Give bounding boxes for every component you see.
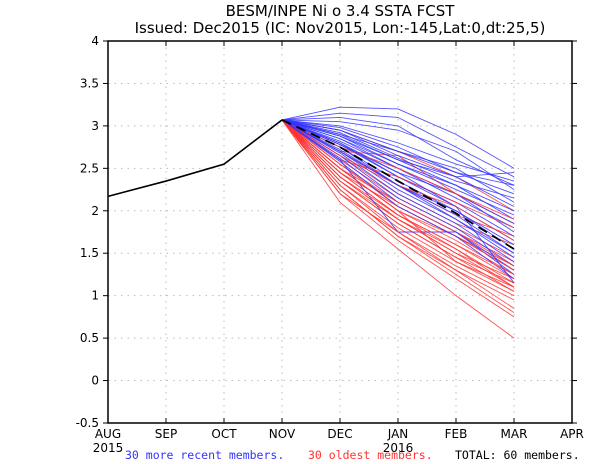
tick-labels: -0.5 0 0.5 1 1.5 2 2.5 3 3.5 4 AUG SEP OCT NOV DEC JAN F… [76,34,584,455]
legend-total: TOTAL: 60 members. [455,448,580,462]
series-line-recent-30 [281,119,515,254]
x-tick-label: SEP [155,427,177,441]
series-line-oldest-30 [281,119,515,301]
x-tick-label: AUG [95,427,121,441]
x-year-label: 2015 [93,441,124,455]
overlay-lines [107,119,515,250]
chart-subtitle: Issued: Dec2015 (IC: Nov2015, Lon:-145,L… [135,19,546,37]
series-line-recent-11 [281,119,515,216]
x-tick-label: MAR [501,427,528,441]
x-tick-label: APR [560,427,584,441]
series-line-oldest-21 [281,119,515,339]
observed-line [107,119,283,198]
series-line-oldest-28 [281,119,515,280]
axes [103,40,577,424]
series-line-oldest-29 [281,119,515,288]
series-line-recent-26 [281,119,515,280]
ensemble-members [281,106,515,339]
y-tick-label: 1.5 [80,246,99,260]
y-tick-label: 1 [91,289,99,303]
x-tick-label: JAN [387,427,409,441]
series-line-oldest-27 [281,119,515,275]
series-line-recent-05 [281,119,515,182]
chart-title: BESM/INPE Ni o 3.4 SSTA FCST [226,2,456,20]
x-tick-label: NOV [269,427,296,441]
series-line-recent-04 [281,119,515,190]
y-tick-label: 0.5 [80,331,99,345]
y-tick-label: 2.5 [80,161,99,175]
series-line-oldest-19 [281,119,515,314]
x-tick-label: DEC [327,427,352,441]
x-tick-label: FEB [445,427,468,441]
series-line-recent-01 [281,106,515,169]
y-tick-label: 4 [91,34,99,48]
legend-recent: 30 more recent members. [125,448,284,462]
series-line-recent-22 [281,119,515,263]
y-tick-label: -0.5 [76,416,99,430]
series-line-recent-02 [281,112,515,178]
series-line-recent-29 [281,119,515,284]
y-tick-label: 3.5 [80,76,99,90]
x-year-label: 2016 [383,441,414,455]
series-line-recent-03 [281,116,515,186]
y-tick-label: 2 [91,204,99,218]
y-tick-label: 0 [91,374,99,388]
series-line-recent-28 [281,119,515,186]
series-line-recent-09 [281,119,515,199]
series-line-recent-27 [281,119,515,178]
legend-oldest: 30 oldest members. [308,448,433,462]
y-tick-label: 3 [91,119,99,133]
ensemble-mean-line [281,119,515,250]
x-tick-label: OCT [211,427,237,441]
series-line-oldest-23 [281,119,515,220]
